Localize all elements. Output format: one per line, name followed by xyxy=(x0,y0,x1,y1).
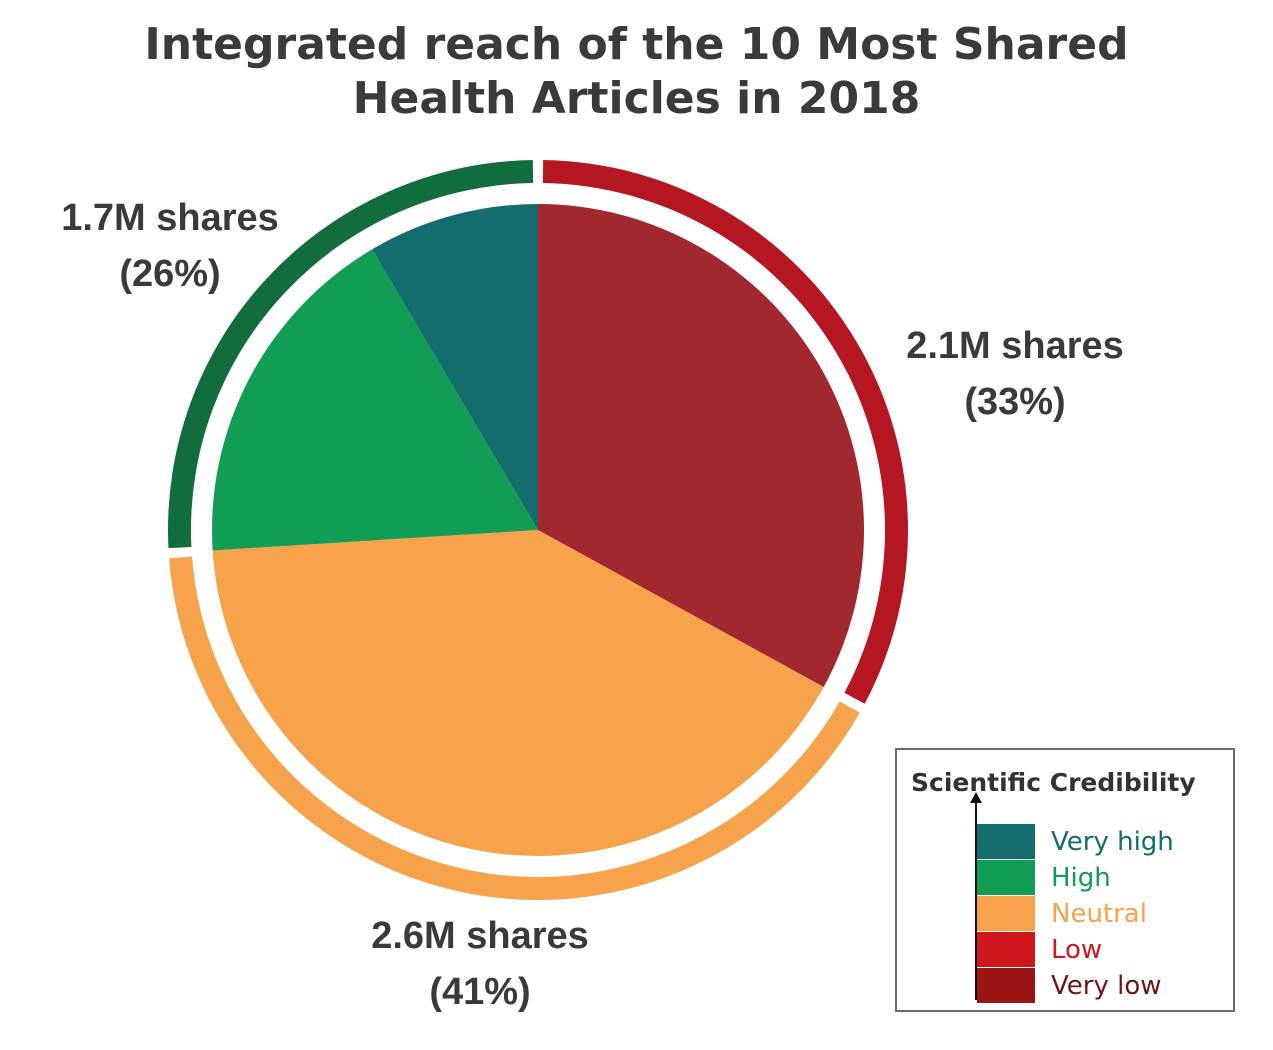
pie-slice-neutral xyxy=(212,530,824,856)
chart-title: Integrated reach of the 10 Most Shared H… xyxy=(0,18,1273,126)
slice-label-shares: 2.1M shares xyxy=(906,325,1124,367)
up-arrow-icon xyxy=(970,792,982,803)
legend-item-low: Low xyxy=(977,932,1102,967)
slice-label-shares: 2.6M shares xyxy=(371,915,589,957)
slice-label-shares: 1.7M shares xyxy=(61,197,279,239)
legend-item-very-low: Very low xyxy=(977,968,1162,1003)
legend-label: Very high xyxy=(1051,826,1174,857)
legend-label: Very low xyxy=(1051,970,1162,1001)
outer-ring-segment xyxy=(542,160,908,704)
legend: Scientific Credibility Very high High Neut… xyxy=(895,748,1235,1012)
legend-item-neutral: Neutral xyxy=(977,896,1147,931)
legend-title: Scientific Credibility xyxy=(911,768,1196,797)
legend-label: Low xyxy=(1051,934,1103,965)
inner-pie xyxy=(211,204,864,856)
credibility-axis-line xyxy=(975,800,977,1000)
chart-title-line-2: Health Articles in 2018 xyxy=(352,73,921,124)
pie-slice-high xyxy=(211,249,538,551)
slice-labels: 2.1M shares (33%) 2.6M shares (41%) 1.7M sha… xyxy=(61,197,1124,1013)
chart-title-line-1: Integrated reach of the 10 Most Shared xyxy=(144,19,1129,70)
outer-ring xyxy=(168,160,908,901)
legend-label: Neutral xyxy=(1051,898,1147,929)
pie-slice-very-high xyxy=(372,204,538,530)
legend-swatch xyxy=(977,824,1035,859)
pie-slice-very-low xyxy=(538,204,864,688)
legend-label: High xyxy=(1051,862,1111,893)
legend-item-high: High xyxy=(977,860,1111,895)
legend-item-very-high: Very high xyxy=(977,824,1174,859)
slice-label-percent: (26%) xyxy=(119,253,220,295)
legend-swatch xyxy=(977,860,1035,895)
slice-label-percent: (33%) xyxy=(964,381,1065,423)
legend-swatch xyxy=(977,932,1035,967)
legend-swatch xyxy=(977,896,1035,931)
slice-label-percent: (41%) xyxy=(429,971,530,1013)
legend-swatch xyxy=(977,968,1035,1003)
outer-ring-segment xyxy=(168,160,534,549)
